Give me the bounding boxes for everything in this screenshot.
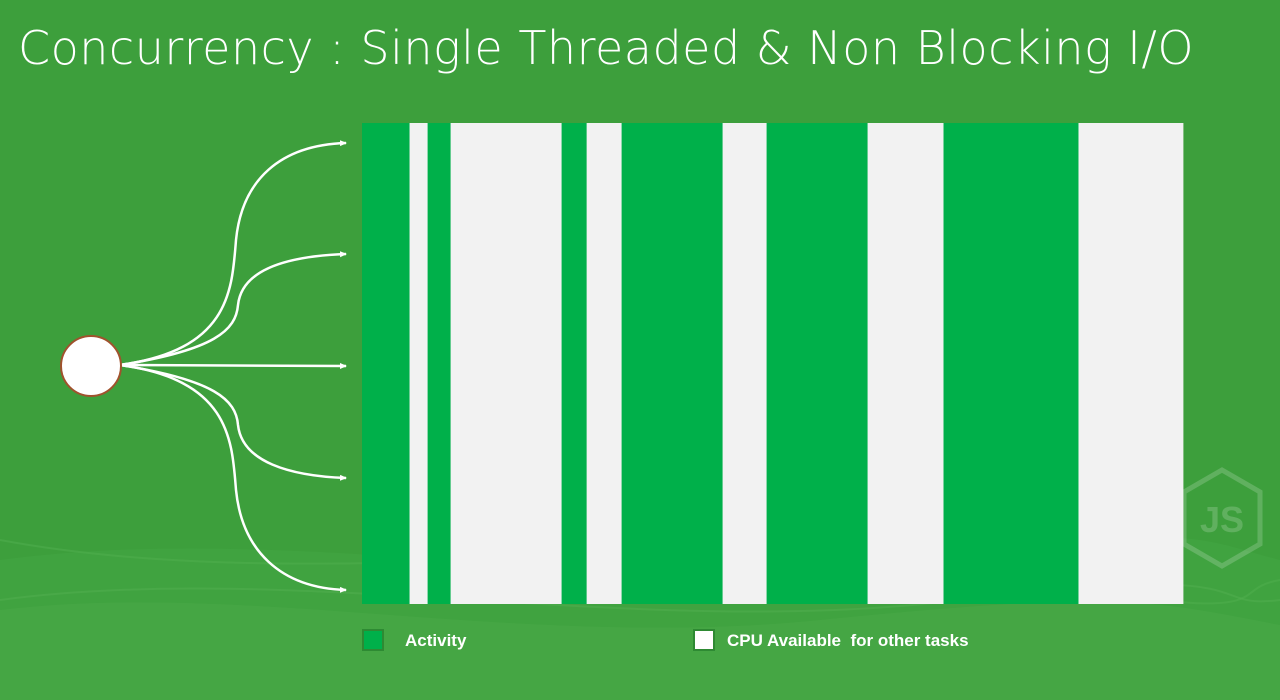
cpu-available-legend-label: CPU Available for other tasks xyxy=(727,631,969,650)
activity-segment-3 xyxy=(427,123,451,604)
cpu-available-legend-swatch xyxy=(693,629,715,651)
watermark-text: JS xyxy=(1200,499,1244,540)
arrow-3 xyxy=(119,362,347,369)
activity-segment-11 xyxy=(943,123,1079,604)
arrow-1 xyxy=(119,140,347,367)
arrow-2 xyxy=(119,251,347,367)
cpu-available-segment-4 xyxy=(450,123,562,604)
fanout-arrows xyxy=(119,140,347,593)
activity-segment-7 xyxy=(621,123,723,604)
activity-segment-1 xyxy=(362,123,410,604)
arrow-5 xyxy=(119,363,347,593)
activity-segment-5 xyxy=(561,123,588,604)
timeline-bar xyxy=(362,123,1184,604)
nodejs-logo-icon: JS xyxy=(1181,467,1263,569)
cpu-available-segment-2 xyxy=(409,123,428,604)
source-node-icon xyxy=(60,335,122,397)
activity-legend-label: Activity xyxy=(405,631,467,650)
cpu-available-segment-6 xyxy=(586,123,622,604)
slide-title: Concurrency : Single Threaded & Non Bloc… xyxy=(18,21,1195,75)
activity-segment-9 xyxy=(766,123,868,604)
cpu-available-segment-8 xyxy=(722,123,767,604)
activity-legend-swatch xyxy=(362,629,384,651)
arrow-4 xyxy=(119,363,347,481)
cpu-available-segment-12 xyxy=(1078,123,1184,604)
cpu-available-segment-10 xyxy=(867,123,944,604)
